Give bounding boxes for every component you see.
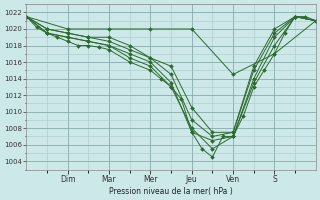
X-axis label: Pression niveau de la mer( hPa ): Pression niveau de la mer( hPa ) [109, 187, 233, 196]
